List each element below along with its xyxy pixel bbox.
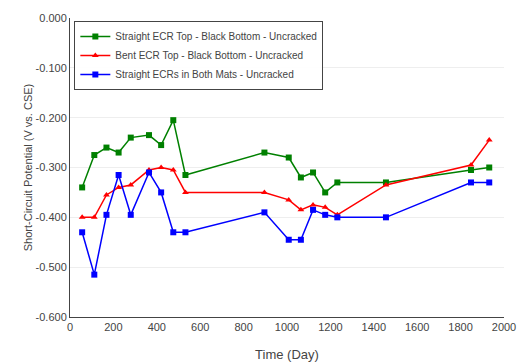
svg-text:Bent ECR Top - Black Bottom -: Bent ECR Top - Black Bottom - Uncracked [115, 50, 303, 61]
svg-text:Straight ECRs in Both Mats - U: Straight ECRs in Both Mats - Uncracked [115, 69, 293, 80]
svg-text:-0.400: -0.400 [36, 211, 67, 223]
svg-text:1000: 1000 [275, 321, 299, 333]
svg-text:1800: 1800 [448, 321, 472, 333]
svg-text:400: 400 [148, 321, 166, 333]
svg-text:-0.600: -0.600 [36, 311, 67, 323]
svg-text:Straight ECR Top - Black Botto: Straight ECR Top - Black Bottom - Uncrac… [115, 31, 317, 42]
svg-text:600: 600 [191, 321, 209, 333]
svg-text:200: 200 [104, 321, 122, 333]
svg-text:1400: 1400 [362, 321, 386, 333]
svg-text:-0.200: -0.200 [36, 112, 67, 124]
svg-text:2000: 2000 [492, 321, 516, 333]
svg-text:0.000: 0.000 [39, 12, 67, 24]
svg-text:-0.300: -0.300 [36, 161, 67, 173]
svg-text:-0.500: -0.500 [36, 261, 67, 273]
svg-text:Short-Circuit Potential (V vs.: Short-Circuit Potential (V vs. CSE) [22, 84, 34, 252]
svg-text:-0.100: -0.100 [36, 62, 67, 74]
svg-text:Time (Day): Time (Day) [255, 347, 319, 362]
svg-text:1200: 1200 [318, 321, 342, 333]
svg-text:1600: 1600 [405, 321, 429, 333]
svg-text:0: 0 [67, 321, 73, 333]
svg-text:800: 800 [234, 321, 252, 333]
